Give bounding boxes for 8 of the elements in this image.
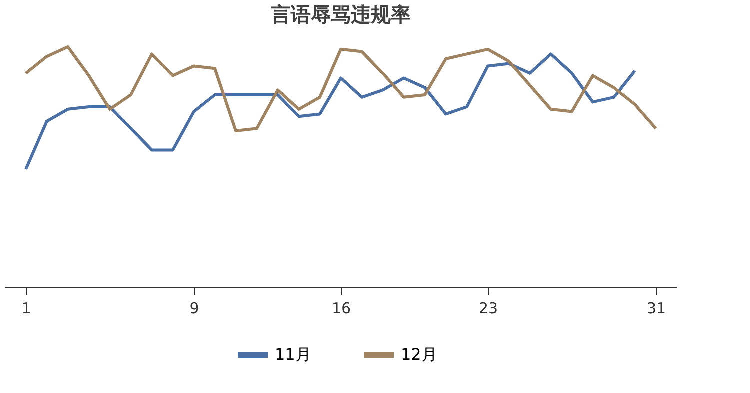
x-tick-label: 23 xyxy=(478,300,498,318)
x-tick-label: 9 xyxy=(190,300,200,318)
chart-title: 言语辱骂违规率 xyxy=(270,2,411,26)
x-tick-label: 16 xyxy=(332,300,352,318)
legend-label: 11月 xyxy=(275,345,312,364)
legend-label: 12月 xyxy=(401,345,438,364)
x-tick-label: 1 xyxy=(22,300,32,318)
x-tick-label: 31 xyxy=(646,300,666,318)
